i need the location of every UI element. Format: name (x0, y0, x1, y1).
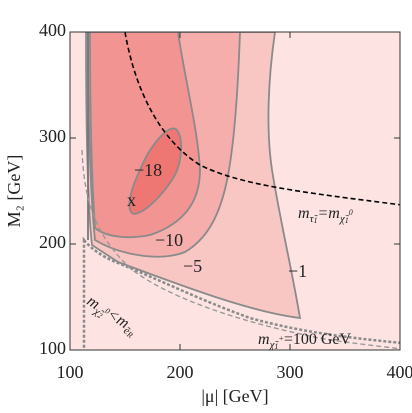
annotation-part: ẽ (121, 324, 133, 337)
marker: x (127, 190, 136, 210)
y-tick-label: 300 (39, 126, 66, 146)
annotation-part: 1 (345, 216, 349, 225)
annotation: mτ̃1=mχ̃10 (298, 205, 353, 225)
annotation-part: m (258, 331, 270, 348)
annotation-part: + (278, 334, 283, 343)
annotation-part: R (125, 329, 135, 340)
annotation-part: 0 (104, 306, 112, 316)
annotation-part: m (298, 205, 310, 222)
contours (81, 32, 400, 350)
contour-label: −18 (134, 160, 162, 180)
annotation-part: χ̃ (269, 339, 280, 351)
contour-label: −1 (288, 261, 307, 281)
contour-label: −5 (183, 256, 202, 276)
annotation-part: 2 (96, 310, 104, 320)
y-tick-label: 200 (39, 232, 66, 252)
x-tick-label: 300 (277, 362, 304, 382)
annotation-part: 0 (349, 208, 353, 217)
annotation-part: =100 GeV (284, 331, 352, 348)
annotation-part: =m (318, 205, 340, 222)
plot-frame (69, 31, 401, 351)
y-axis-label: M₂ [GeV] (4, 155, 24, 228)
neutralino-line (81, 149, 400, 350)
annotation-part: 1 (274, 342, 278, 351)
stau-line (124, 32, 400, 206)
contour-region (89, 32, 201, 239)
x-axis-label: |μ| [GeV] (201, 386, 268, 406)
y-tick-label: 100 (39, 338, 66, 358)
contour-region (128, 127, 183, 215)
annotation-part: 1 (314, 216, 318, 225)
x-tick-label: 400 (387, 362, 412, 382)
annotation: mχ̃1+=100 GeV (258, 331, 351, 351)
x-tick-label: 100 (57, 362, 84, 382)
annotation-part: χ̃ (339, 213, 350, 225)
excluded-region (82, 236, 400, 350)
y-tick-label: 400 (39, 20, 66, 40)
contour-label: −10 (155, 230, 183, 250)
x-tick-label: 200 (167, 362, 194, 382)
